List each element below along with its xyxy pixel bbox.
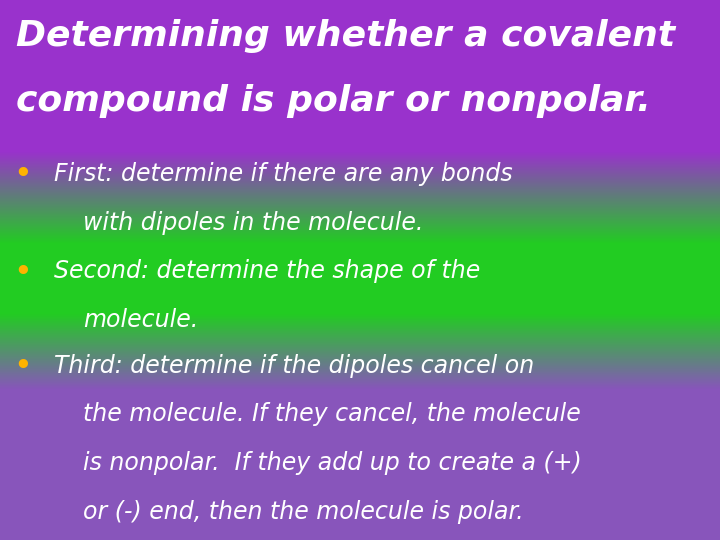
Text: with dipoles in the molecule.: with dipoles in the molecule.	[83, 211, 423, 234]
Text: is nonpolar.  If they add up to create a (+): is nonpolar. If they add up to create a …	[83, 451, 582, 475]
Text: compound is polar or nonpolar.: compound is polar or nonpolar.	[16, 84, 651, 118]
Text: •: •	[13, 159, 32, 190]
Text: •: •	[13, 256, 32, 287]
Text: Determining whether a covalent: Determining whether a covalent	[16, 19, 675, 53]
Text: or (-) end, then the molecule is polar.: or (-) end, then the molecule is polar.	[83, 500, 523, 523]
Text: Second: determine the shape of the: Second: determine the shape of the	[54, 259, 480, 283]
Text: •: •	[13, 351, 32, 382]
Text: First: determine if there are any bonds: First: determine if there are any bonds	[54, 162, 513, 186]
Text: molecule.: molecule.	[83, 308, 198, 332]
Text: Third: determine if the dipoles cancel on: Third: determine if the dipoles cancel o…	[54, 354, 534, 377]
Text: the molecule. If they cancel, the molecule: the molecule. If they cancel, the molecu…	[83, 402, 580, 426]
